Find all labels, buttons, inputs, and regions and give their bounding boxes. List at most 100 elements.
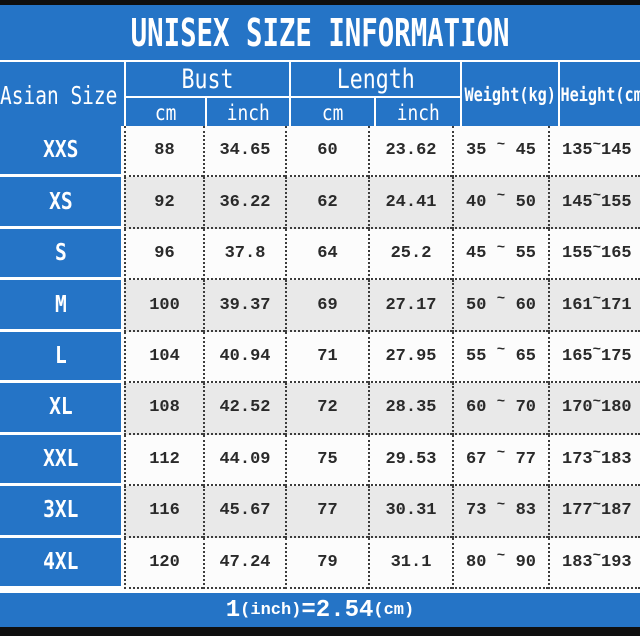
range-min: 35 (466, 141, 487, 161)
table-row: M 100 39.37 69 27.17 50 ~60 161 ~171 (0, 280, 640, 332)
conversion-unit-left: (inch) (240, 600, 302, 620)
range-min: 183 (562, 552, 593, 572)
range-max: 70 (515, 398, 536, 418)
tilde-separator: ~ (592, 342, 602, 359)
range-min: 177 (562, 501, 593, 521)
value-cell: 177 ~187 (548, 486, 640, 538)
tilde-separator: ~ (592, 496, 602, 513)
footer-gap (0, 589, 640, 593)
value-cell: 60 (285, 126, 368, 178)
corner-header-asian-size: Asian Size (0, 62, 124, 128)
value-cell: 44.09 (203, 434, 285, 487)
tilde-separator: ~ (496, 342, 506, 359)
conversion-note-bar: 1 (inch) = 2.54 (cm) (0, 593, 640, 627)
range-max: 183 (601, 449, 632, 469)
value-cell: 31.1 (368, 537, 452, 589)
bottom-frame-bar (0, 627, 640, 636)
value-cell: 92 (124, 177, 203, 229)
table-row: XL 108 42.52 72 28.35 60 ~70 170 ~180 (0, 383, 640, 435)
tilde-separator: ~ (496, 445, 506, 462)
value-cell: 36.22 (203, 177, 285, 229)
size-label: XXS (0, 126, 124, 178)
value-cell: 55 ~65 (452, 331, 548, 384)
size-label: XL (0, 383, 124, 435)
size-label: 4XL (0, 537, 124, 589)
size-label-text: XL (48, 394, 73, 421)
value-cell: 27.95 (368, 331, 452, 384)
table-row: XXS 88 34.65 60 23.62 35 ~45 135 ~145 (0, 126, 640, 178)
range-min: 80 (466, 552, 487, 572)
value-cell: 64 (285, 228, 368, 281)
range-max: 180 (601, 398, 632, 418)
value-cell: 96 (124, 228, 203, 281)
tilde-separator: ~ (496, 393, 506, 410)
value-cell: 45 ~55 (452, 228, 548, 281)
bust-group-header: Bust (126, 62, 289, 96)
table-row: XXL 112 44.09 75 29.53 67 ~77 173 ~183 (0, 434, 640, 487)
value-cell: 60 ~70 (452, 383, 548, 435)
value-cell: 155 ~165 (548, 228, 640, 281)
tilde-separator: ~ (592, 188, 602, 205)
value-cell: 75 (285, 434, 368, 487)
value-cell: 79 (285, 537, 368, 589)
tilde-separator: ~ (496, 188, 506, 205)
size-label-text: S (54, 240, 67, 267)
value-cell: 72 (285, 383, 368, 435)
table-row: 4XL 120 47.24 79 31.1 80 ~90 183 ~193 (0, 537, 640, 589)
table-row: L 104 40.94 71 27.95 55 ~65 165 ~175 (0, 331, 640, 384)
value-cell: 42.52 (203, 383, 285, 435)
tilde-separator: ~ (496, 548, 506, 565)
size-label-text: M (54, 291, 67, 318)
bust-group-label: Bust (181, 63, 234, 95)
value-cell: 25.2 (368, 228, 452, 281)
range-min: 145 (562, 192, 593, 212)
conversion-value-right: 2.54 (315, 596, 374, 624)
range-min: 60 (466, 398, 487, 418)
length-cm-subheader: cm (291, 98, 374, 128)
value-cell: 35 ~45 (452, 126, 548, 178)
value-cell: 50 ~60 (452, 280, 548, 332)
height-header: Height(cm) (560, 62, 640, 128)
range-min: 40 (466, 192, 487, 212)
table-row: 3XL 116 45.67 77 30.31 73 ~83 177 ~187 (0, 486, 640, 538)
range-min: 135 (562, 141, 593, 161)
range-max: 83 (515, 501, 536, 521)
size-label-text: 4XL (42, 548, 79, 575)
value-cell: 173 ~183 (548, 434, 640, 487)
bust-cm-label: cm (154, 101, 177, 125)
range-max: 165 (601, 244, 632, 264)
value-cell: 27.17 (368, 280, 452, 332)
value-cell: 100 (124, 280, 203, 332)
range-max: 175 (601, 346, 632, 366)
size-table-header: Asian Size Bust Length Weight(kg) Height… (0, 60, 640, 128)
tilde-separator: ~ (496, 239, 506, 256)
value-cell: 116 (124, 486, 203, 538)
size-label-text: XXL (42, 445, 79, 472)
value-cell: 24.41 (368, 177, 452, 229)
corner-header-label: Asian Size (0, 80, 118, 110)
bust-cm-subheader: cm (126, 98, 205, 128)
length-inch-label: inch (396, 101, 440, 125)
value-cell: 104 (124, 331, 203, 384)
bust-inch-label: inch (226, 101, 270, 125)
value-cell: 34.65 (203, 126, 285, 178)
value-cell: 88 (124, 126, 203, 178)
range-max: 60 (515, 295, 536, 315)
title-bar: UNISEX SIZE INFORMATION (0, 5, 640, 60)
range-max: 155 (601, 192, 632, 212)
size-label: M (0, 280, 124, 332)
tilde-separator: ~ (592, 445, 602, 462)
conversion-equals-sign: = (301, 596, 316, 624)
size-label-text: XS (48, 188, 73, 215)
value-cell: 80 ~90 (452, 537, 548, 589)
value-cell: 165 ~175 (548, 331, 640, 384)
value-cell: 108 (124, 383, 203, 435)
page-title: UNISEX SIZE INFORMATION (130, 10, 510, 55)
range-max: 145 (601, 141, 632, 161)
tilde-separator: ~ (592, 136, 602, 153)
conversion-value-left: 1 (225, 596, 241, 624)
value-cell: 29.53 (368, 434, 452, 487)
size-label: L (0, 331, 124, 384)
range-min: 155 (562, 244, 593, 264)
size-label-text: L (54, 342, 67, 369)
